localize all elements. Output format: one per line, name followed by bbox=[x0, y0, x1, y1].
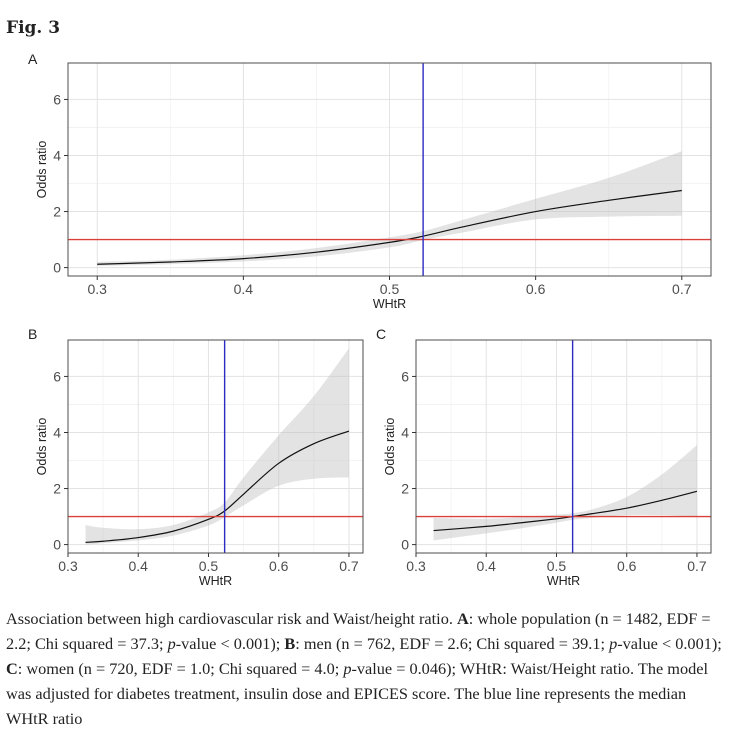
x-tick-label: 0.5 bbox=[199, 558, 219, 574]
x-tick-label: 0.4 bbox=[477, 558, 497, 574]
x-axis-label: WHtR bbox=[547, 574, 580, 588]
x-tick-label: 0.3 bbox=[406, 558, 426, 574]
y-tick-label: 2 bbox=[53, 481, 61, 497]
y-tick-label: 6 bbox=[401, 368, 409, 384]
y-tick-label: 6 bbox=[53, 368, 61, 384]
caption-pvalue-a: -value < 0.001); bbox=[175, 634, 285, 653]
figure-title: Fig. 3 bbox=[6, 18, 61, 38]
x-tick-label: 0.4 bbox=[234, 281, 254, 297]
y-axis-label: Odds ratio bbox=[35, 141, 49, 199]
y-tick-label: 4 bbox=[401, 424, 409, 440]
caption-intro: Association between high cardiovascular … bbox=[6, 609, 457, 628]
x-tick-label: 0.6 bbox=[617, 558, 637, 574]
caption-label-c: C bbox=[6, 659, 18, 678]
caption-label-a: A bbox=[456, 609, 469, 628]
caption-text-b: : men (n = 762, EDF = 2.6; Chi squared =… bbox=[295, 634, 610, 653]
panel-label: A bbox=[28, 51, 38, 67]
x-axis-label: WHtR bbox=[373, 297, 406, 311]
y-tick-label: 0 bbox=[401, 537, 409, 553]
panel-c: C 0.3 0.4 0.5 0.6 0.7 0 2 4 6 WHtR Odds ratio bbox=[376, 326, 712, 588]
x-axis-label: WHtR bbox=[199, 574, 232, 588]
caption-label-b: B bbox=[284, 634, 296, 653]
x-tick-label: 0.4 bbox=[129, 558, 149, 574]
x-tick-label: 0.5 bbox=[547, 558, 567, 574]
panel-border bbox=[415, 339, 712, 554]
caption-pvalue-b: -value < 0.001); bbox=[617, 634, 722, 653]
x-tick-label: 0.3 bbox=[58, 558, 78, 574]
y-tick-label: 0 bbox=[53, 537, 61, 553]
y-tick-label: 2 bbox=[401, 481, 409, 497]
x-tick-label: 0.3 bbox=[87, 281, 107, 297]
y-axis-label: Odds ratio bbox=[383, 418, 397, 476]
x-tick-label: 0.7 bbox=[687, 558, 707, 574]
y-tick-label: 0 bbox=[53, 260, 61, 276]
caption-text-a: : whole population (n = 1482, EDF = 2.2;… bbox=[6, 609, 711, 653]
caption-pvalue-c: -value = 0.046); WHtR: Waist/Height rati… bbox=[6, 659, 708, 728]
confidence-band bbox=[85, 348, 349, 545]
y-tick-label: 6 bbox=[53, 91, 61, 107]
panel-label: C bbox=[376, 326, 386, 342]
confidence-band bbox=[433, 445, 697, 541]
panel-label: B bbox=[28, 326, 37, 342]
figure-panels: A 0.3 0.4 0.5 0.6 0.7 0 2 4 6 WHtR Odds ratio B 0.3 0.… bbox=[28, 51, 712, 588]
x-tick-label: 0.7 bbox=[339, 558, 359, 574]
x-tick-label: 0.6 bbox=[269, 558, 289, 574]
caption-p-a: p bbox=[167, 634, 176, 653]
y-axis-label: Odds ratio bbox=[35, 418, 49, 476]
panel-b: B 0.3 0.4 0.5 0.6 0.7 0 2 4 6 WHtR Odds ratio bbox=[28, 326, 364, 588]
panel-a: A 0.3 0.4 0.5 0.6 0.7 0 2 4 6 WHtR Odds ratio bbox=[28, 51, 712, 311]
caption-text-c: : women (n = 720, EDF = 1.0; Chi squared… bbox=[17, 659, 344, 678]
caption-p-c: p bbox=[343, 659, 352, 678]
panel-border bbox=[67, 339, 364, 554]
y-tick-label: 4 bbox=[53, 424, 61, 440]
confidence-band bbox=[97, 151, 682, 266]
figure-caption: Association between high cardiovascular … bbox=[6, 606, 731, 731]
fitted-line bbox=[85, 430, 350, 543]
y-tick-label: 2 bbox=[53, 204, 61, 220]
caption-p-b: p bbox=[609, 634, 618, 653]
x-tick-label: 0.5 bbox=[380, 281, 400, 297]
x-tick-label: 0.7 bbox=[672, 281, 692, 297]
x-tick-label: 0.6 bbox=[526, 281, 546, 297]
y-tick-label: 4 bbox=[53, 147, 61, 163]
